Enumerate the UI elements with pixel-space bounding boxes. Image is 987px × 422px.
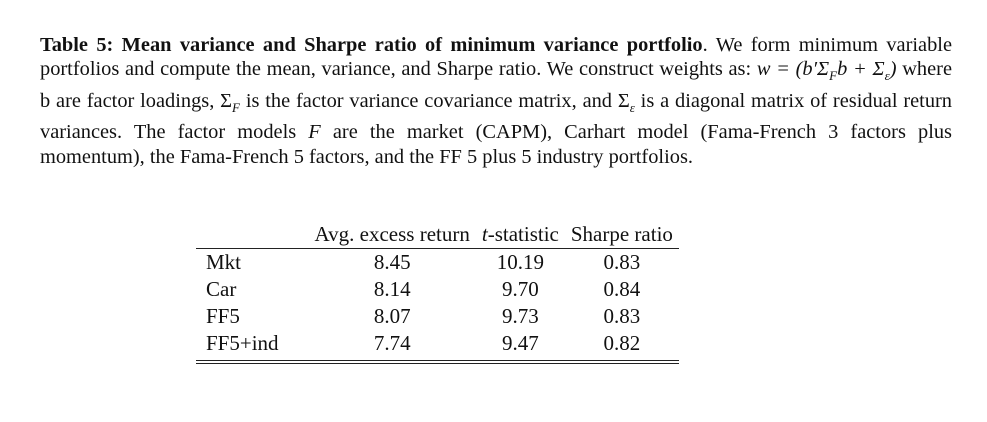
caption-text-2: where b are factor loadings, Σ	[40, 58, 952, 112]
cell-tstat: 10.19	[496, 250, 544, 274]
table-caption: Table 5: Mean variance and Sharpe ratio …	[40, 33, 952, 169]
cell-tstat: 9.70	[501, 277, 539, 301]
cell-sharpe: 0.83	[603, 250, 641, 274]
caption-text-3: is the factor variance covariance matrix…	[240, 89, 630, 112]
table-row: Mkt 8.45 10.19 0.83	[196, 249, 679, 277]
results-table: Avg. excess return t-statistic Sharpe ra…	[196, 219, 679, 364]
cell-sharpe: 0.84	[603, 277, 641, 301]
caption-title: Table 5: Mean variance and Sharpe ratio …	[40, 34, 703, 56]
header-empty	[196, 219, 309, 249]
cell-tstat: 9.73	[501, 304, 539, 328]
cell-sharpe: 0.83	[603, 304, 641, 328]
header-sharpe-ratio: Sharpe ratio	[570, 222, 673, 246]
cell-avg: 8.14	[373, 277, 411, 301]
weight-formula: w = (b′ΣFb + Σε)	[756, 58, 897, 84]
table-row: FF5+ind 7.74 9.47 0.82	[196, 330, 679, 362]
row-label: Car	[206, 277, 237, 301]
factor-model-symbol: F	[308, 121, 321, 144]
table-row: FF5 8.07 9.73 0.83	[196, 303, 679, 330]
table-header-row: Avg. excess return t-statistic Sharpe ra…	[196, 219, 679, 249]
caption-text-5: are the market (CAPM), Carhart model (Fa…	[40, 121, 952, 168]
header-t-statistic: t-statistic	[481, 222, 559, 246]
row-label: FF5	[206, 304, 240, 328]
table-row: Car 8.14 9.70 0.84	[196, 276, 679, 303]
sigma-e-subscript: ε	[629, 99, 635, 115]
cell-avg: 8.45	[373, 250, 411, 274]
cell-avg: 7.74	[373, 331, 411, 355]
results-table-wrapper: Avg. excess return t-statistic Sharpe ra…	[196, 219, 679, 364]
row-label: FF5+ind	[206, 331, 279, 355]
caption-text-1: . We form mini­mum variable portfolios a…	[40, 34, 953, 81]
cell-avg: 8.07	[373, 304, 411, 328]
cell-tstat: 9.47	[501, 331, 539, 355]
caption-text-4: is a diagonal matrix of residual return …	[40, 89, 953, 144]
cell-sharpe: 0.82	[603, 331, 641, 355]
sigma-f-subscript: F	[232, 99, 240, 115]
header-avg-excess-return: Avg. excess return	[314, 222, 470, 246]
row-label: Mkt	[206, 250, 242, 274]
